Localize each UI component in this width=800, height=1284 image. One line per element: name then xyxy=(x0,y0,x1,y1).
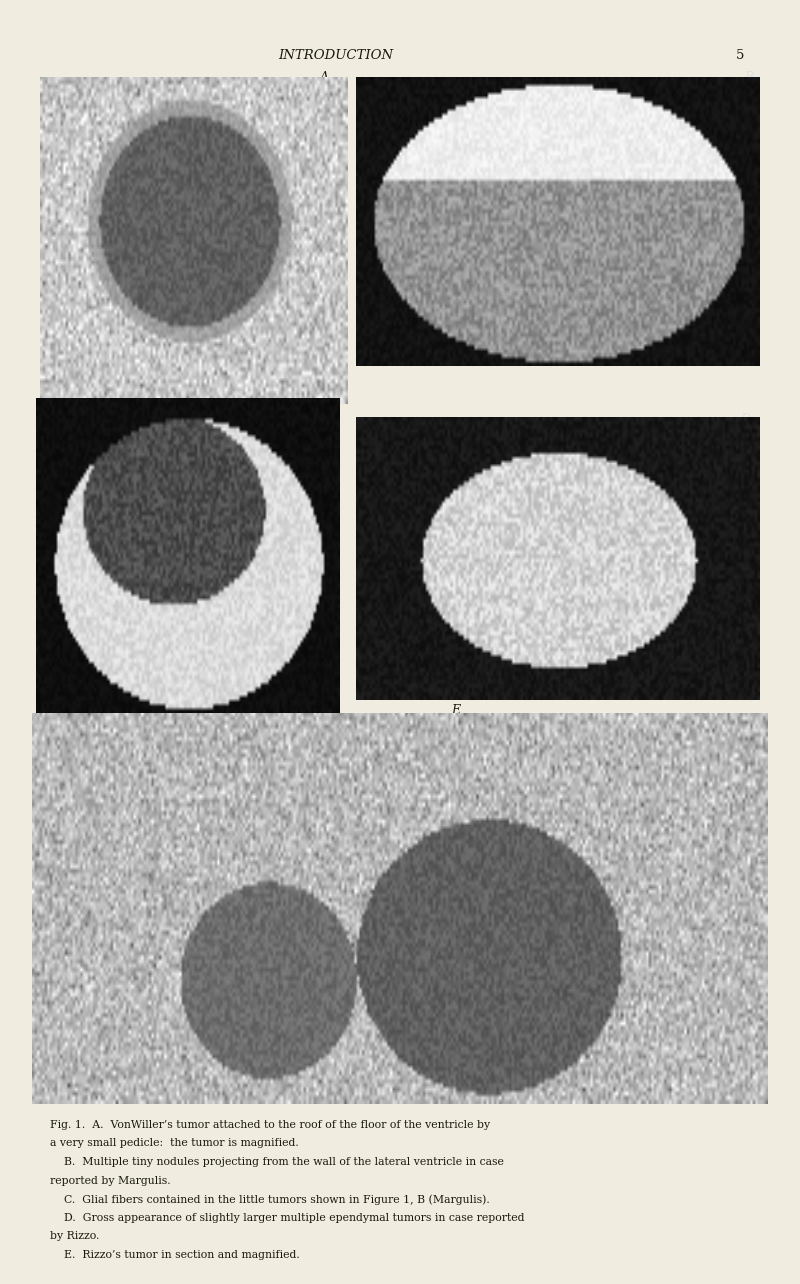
Text: 5: 5 xyxy=(736,49,744,62)
Text: B: B xyxy=(744,71,754,83)
Text: A: A xyxy=(319,71,329,83)
Text: E: E xyxy=(451,704,461,716)
Text: reported by Margulis.: reported by Margulis. xyxy=(50,1176,170,1185)
Text: D.  Gross appearance of slightly larger multiple ependymal tumors in case report: D. Gross appearance of slightly larger m… xyxy=(50,1212,524,1222)
Text: by Rizzo.: by Rizzo. xyxy=(50,1231,99,1242)
Text: C.  Glial fibers contained in the little tumors shown in Figure 1, B (Margulis).: C. Glial fibers contained in the little … xyxy=(50,1194,490,1204)
Text: C: C xyxy=(216,393,226,406)
Text: a very small pedicle:  the tumor is magnified.: a very small pedicle: the tumor is magni… xyxy=(50,1138,298,1148)
Text: B.  Multiple tiny nodules projecting from the wall of the lateral ventricle in c: B. Multiple tiny nodules projecting from… xyxy=(50,1157,503,1167)
Text: INTRODUCTION: INTRODUCTION xyxy=(278,49,394,62)
Text: E.  Rizzo’s tumor in section and magnified.: E. Rizzo’s tumor in section and magnifie… xyxy=(50,1251,299,1260)
Text: D: D xyxy=(741,413,750,426)
Text: Fig. 1.  A.  VonWiller’s tumor attached to the roof of the floor of the ventricl: Fig. 1. A. VonWiller’s tumor attached to… xyxy=(50,1120,490,1130)
